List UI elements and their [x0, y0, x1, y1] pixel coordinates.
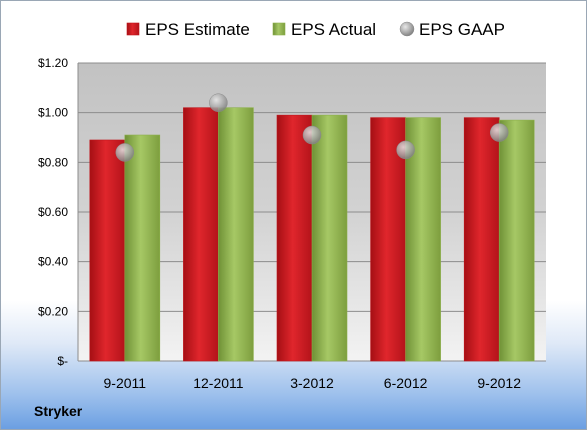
x-tick-label: 6-2012	[384, 375, 428, 391]
x-tick-label: 9-2012	[477, 375, 521, 391]
bars	[89, 107, 535, 362]
x-tick-label: 3-2012	[290, 375, 334, 391]
legend-label: EPS Actual	[291, 20, 376, 39]
x-tick-label: 9-2011	[104, 375, 147, 391]
gaap-points	[115, 93, 509, 162]
y-tick-label: $1.20	[38, 56, 68, 70]
estimate-bar	[183, 107, 219, 362]
actual-bar	[405, 117, 441, 362]
estimate-bar	[370, 117, 406, 362]
legend-label: EPS Estimate	[145, 20, 250, 39]
actual-bar	[498, 119, 535, 362]
company-label: Stryker	[34, 403, 83, 419]
legend: EPS Estimate EPS Actual EPS GAAP	[126, 20, 505, 39]
x-tick-label: 12-2011	[193, 375, 244, 391]
y-tick-label: $0.20	[38, 304, 68, 318]
actual-bar	[124, 134, 161, 362]
legend-swatch-estimate	[126, 22, 140, 36]
legend-label: EPS GAAP	[419, 20, 505, 39]
actual-bar	[218, 107, 254, 362]
y-tick-label: $1.00	[38, 106, 68, 120]
estimate-bar	[463, 117, 500, 362]
actual-bar	[311, 114, 348, 362]
estimate-bar	[89, 139, 126, 362]
gaap-point	[302, 125, 322, 145]
legend-swatch-actual	[272, 22, 286, 36]
gaap-point	[489, 123, 509, 142]
y-tick-label: $0.60	[38, 205, 68, 219]
estimate-bar	[276, 114, 313, 362]
y-tick-label: $0.80	[38, 155, 68, 169]
gaap-point	[209, 93, 228, 112]
legend-swatch-gaap	[399, 21, 415, 37]
x-axis-ticks: 9-2011 12-2011 3-2012 6-2012 9-2012	[104, 375, 522, 391]
y-tick-label: $-	[57, 354, 68, 368]
gaap-point	[396, 140, 415, 160]
y-axis-ticks: $- $0.20 $0.40 $0.60 $0.80 $1.00 $1.20	[38, 56, 68, 368]
gaap-point	[115, 143, 135, 162]
y-tick-label: $0.40	[38, 255, 68, 269]
